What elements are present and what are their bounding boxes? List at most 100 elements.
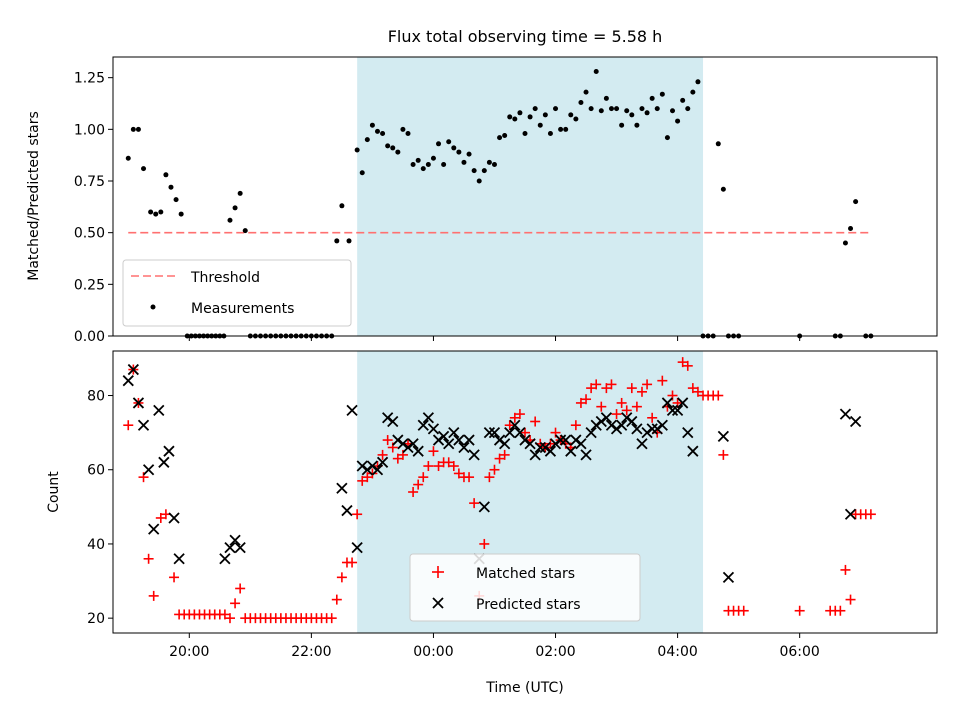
measurement-point bbox=[400, 126, 406, 132]
legend-threshold-label: Threshold bbox=[190, 270, 260, 286]
matched-stars-point bbox=[738, 605, 749, 616]
predicted-stars-point bbox=[422, 412, 434, 424]
measurement-point bbox=[385, 143, 391, 149]
legend-top: Threshold Measurements bbox=[122, 259, 352, 327]
measurement-point bbox=[507, 114, 513, 120]
predicted-stars-point bbox=[478, 501, 490, 513]
y-axis-label-top: Matched/Predicted stars bbox=[26, 111, 42, 281]
measurement-point bbox=[405, 130, 411, 136]
predicted-stars-point bbox=[610, 423, 623, 435]
measurement-point bbox=[568, 112, 574, 118]
measurement-point bbox=[654, 106, 660, 112]
measurement-point bbox=[178, 211, 184, 217]
predicted-stars-point bbox=[453, 434, 465, 446]
matched-stars-point bbox=[148, 590, 159, 601]
matched-stars-point bbox=[392, 453, 403, 464]
measurement-point bbox=[380, 130, 386, 136]
matched-stars-point bbox=[143, 553, 154, 564]
measurement-point bbox=[135, 126, 141, 132]
measurement-point bbox=[415, 157, 421, 163]
predicted-stars-point bbox=[605, 419, 618, 431]
measurement-point bbox=[842, 240, 848, 246]
predicted-stars-point bbox=[524, 438, 536, 450]
measurement-point bbox=[690, 89, 696, 95]
predicted-stars-point bbox=[544, 445, 557, 457]
x-tick-label: 04:00 bbox=[657, 644, 697, 660]
predicted-stars-point bbox=[458, 441, 470, 454]
measurement-point bbox=[410, 161, 416, 167]
matched-stars-point bbox=[331, 594, 342, 605]
predicted-stars-point bbox=[234, 542, 246, 554]
predicted-stars-point bbox=[590, 419, 602, 431]
ratio-plot: 0.00 0.25 0.50 0.75 1.00 1.25 Flux total obse… bbox=[26, 27, 938, 345]
legend-predicted-label: Predicted stars bbox=[476, 597, 581, 613]
measurement-point bbox=[125, 155, 131, 161]
matched-stars-point bbox=[794, 605, 805, 616]
x-tick-label: 20:00 bbox=[169, 644, 209, 660]
predicted-stars-point bbox=[585, 426, 597, 439]
predicted-stars-point bbox=[677, 397, 689, 409]
predicted-stars-point bbox=[483, 426, 496, 439]
predicted-stars-point bbox=[493, 434, 506, 446]
y-tick-label-top: 0.75 bbox=[74, 174, 105, 190]
predicted-stars-point bbox=[407, 438, 419, 450]
axes-frame-top bbox=[112, 56, 938, 337]
y-tick-label-top: 0.50 bbox=[74, 226, 105, 242]
measurement-point bbox=[553, 106, 559, 112]
predicted-stars-point bbox=[488, 426, 501, 439]
matched-stars-point bbox=[835, 605, 846, 616]
predicted-stars-point bbox=[580, 449, 592, 461]
predicted-stars-point bbox=[361, 464, 373, 476]
measurement-point bbox=[334, 238, 340, 244]
predicted-stars-point bbox=[468, 449, 480, 461]
predicted-stars-point bbox=[448, 426, 460, 439]
predicted-stars-point bbox=[717, 430, 730, 442]
predicted-stars-point bbox=[519, 434, 531, 446]
matched-stars-point bbox=[718, 449, 729, 460]
measurement-point bbox=[715, 141, 721, 147]
predicted-stars-point bbox=[417, 419, 429, 431]
measurement-point bbox=[517, 110, 523, 116]
measurement-point bbox=[614, 106, 620, 112]
predicted-stars-point bbox=[168, 512, 180, 524]
measurement-point bbox=[491, 161, 497, 167]
predicted-stars-point bbox=[661, 397, 674, 409]
matched-stars-point bbox=[230, 598, 241, 609]
matched-stars-point bbox=[601, 383, 612, 394]
matched-stars-point bbox=[570, 420, 581, 431]
measurement-point bbox=[649, 95, 655, 101]
matched-stars-point bbox=[530, 416, 541, 427]
legend-matched-label: Matched stars bbox=[476, 566, 575, 582]
predicted-stars-point bbox=[463, 434, 475, 446]
matched-stars-point bbox=[453, 468, 464, 479]
measurement-point bbox=[425, 161, 431, 167]
matched-stars-point bbox=[636, 386, 647, 397]
predicted-stars-point bbox=[158, 456, 170, 468]
predicted-stars-point bbox=[570, 434, 582, 446]
matched-stars-point bbox=[423, 461, 434, 472]
predicted-stars-point bbox=[514, 426, 526, 439]
matched-stars-point bbox=[428, 446, 439, 457]
predicted-stars-point bbox=[509, 419, 521, 431]
measurement-point bbox=[168, 184, 174, 190]
legend-predicted-swatch bbox=[432, 597, 444, 609]
predicted-stars-point bbox=[346, 404, 358, 417]
matched-stars-point bbox=[514, 409, 525, 420]
measurement-point bbox=[430, 155, 436, 161]
x-axis-label: Time (UTC) bbox=[485, 680, 563, 696]
measurement-point bbox=[527, 114, 533, 120]
predicted-stars-point bbox=[549, 438, 562, 450]
measurement-point bbox=[456, 149, 462, 155]
measurement-point bbox=[466, 151, 472, 157]
predicted-stars-point bbox=[127, 363, 139, 376]
x-tick-label: 00:00 bbox=[413, 644, 453, 660]
measurement-point bbox=[420, 166, 426, 172]
axes-frame-bottom bbox=[112, 350, 938, 634]
matched-stars-point bbox=[347, 557, 358, 568]
predicted-stars-point bbox=[387, 415, 399, 428]
matched-stars-point bbox=[581, 394, 592, 405]
y-tick-label-top: 1.00 bbox=[74, 122, 105, 138]
matched-stars-point bbox=[464, 472, 475, 483]
matched-stars-point bbox=[631, 401, 642, 412]
